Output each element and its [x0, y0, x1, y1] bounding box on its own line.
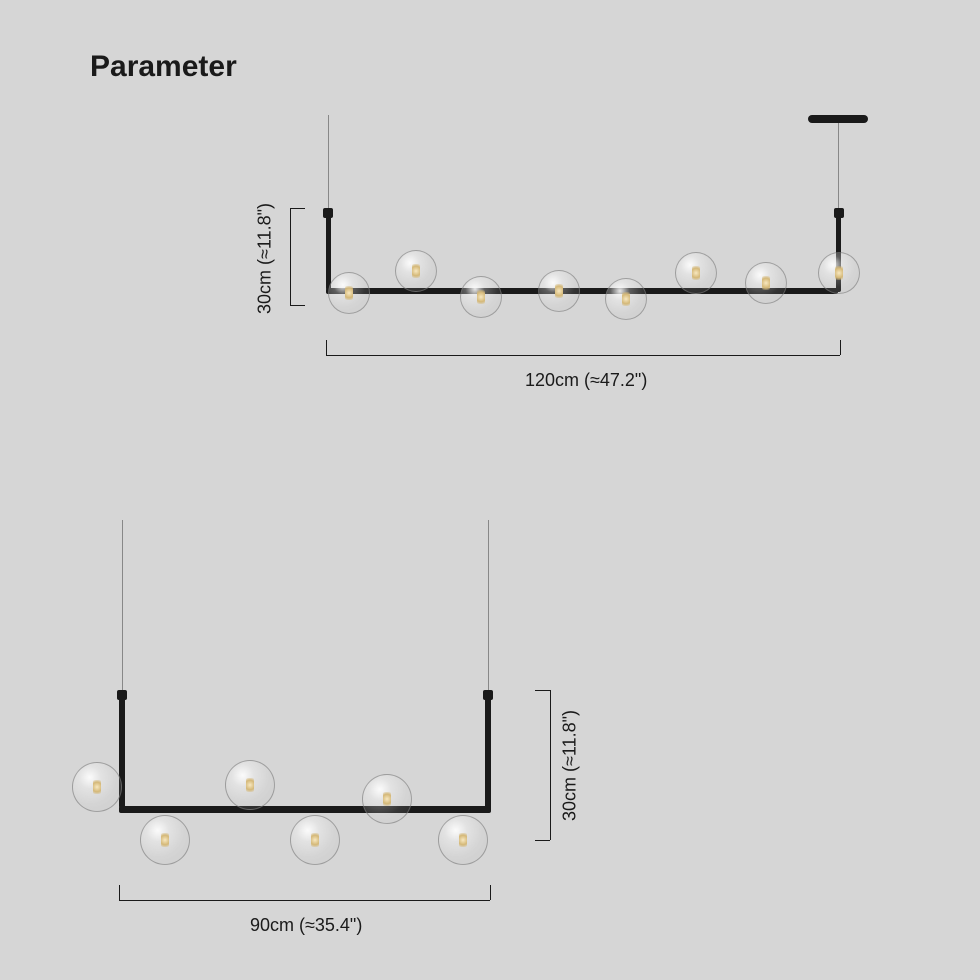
dimension-tick: [535, 840, 550, 841]
dimension-tick: [490, 885, 491, 900]
dimension-tick: [290, 305, 305, 306]
dimension-tick: [535, 690, 550, 691]
bulb: [460, 276, 502, 318]
dimension-tick: [290, 208, 305, 209]
dimension-line: [119, 900, 490, 901]
bulb: [362, 774, 412, 824]
page-title: Parameter: [90, 50, 237, 84]
dimension-line: [550, 690, 551, 840]
dimension-line: [326, 355, 840, 356]
width-label: 120cm (≈47.2"): [525, 370, 647, 391]
bulb: [328, 272, 370, 314]
width-label: 90cm (≈35.4"): [250, 915, 362, 936]
bulb: [745, 262, 787, 304]
bulb: [290, 815, 340, 865]
suspension-wire: [122, 520, 123, 698]
dimension-line: [290, 208, 291, 305]
bulb: [140, 815, 190, 865]
bulb: [818, 252, 860, 294]
dimension-tick: [119, 885, 120, 900]
bulb: [605, 278, 647, 320]
frame-bar: [119, 806, 491, 813]
bulb: [438, 815, 488, 865]
bulb: [72, 762, 122, 812]
bulb: [225, 760, 275, 810]
ceiling-mount: [808, 115, 868, 123]
suspension-wire: [488, 520, 489, 698]
suspension-wire: [328, 115, 329, 215]
dimension-tick: [326, 340, 327, 355]
height-label: 30cm (≈11.8"): [560, 696, 581, 836]
bulb: [675, 252, 717, 294]
frame-bar: [485, 698, 491, 810]
height-label: 30cm (≈11.8ʺ): [255, 189, 276, 329]
suspension-wire: [838, 123, 839, 215]
dimension-tick: [840, 340, 841, 355]
frame-bar: [326, 215, 331, 290]
bulb: [538, 270, 580, 312]
bulb: [395, 250, 437, 292]
